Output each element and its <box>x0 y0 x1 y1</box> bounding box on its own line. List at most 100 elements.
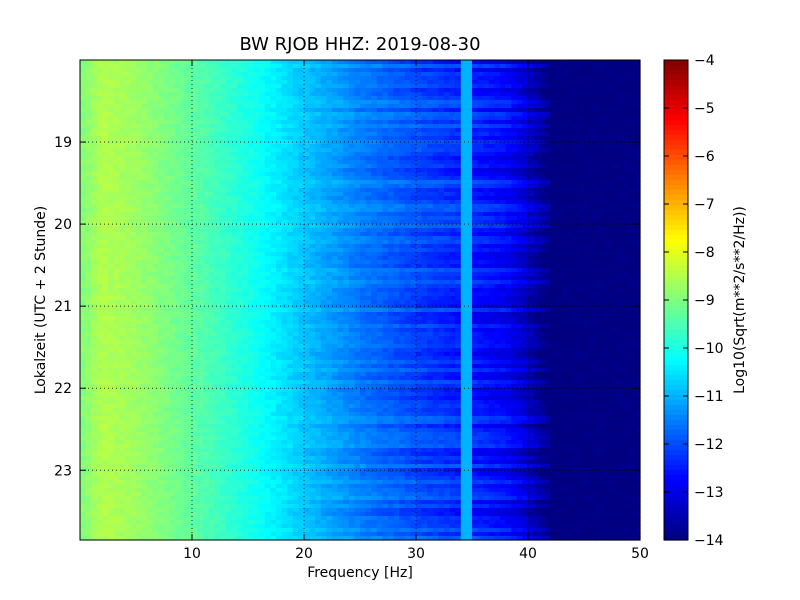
heatmap-cell <box>410 112 417 117</box>
heatmap-cell <box>589 156 596 161</box>
heatmap-cell <box>388 196 395 201</box>
heatmap-cell <box>315 252 322 257</box>
heatmap-cell <box>617 208 624 213</box>
heatmap-cell <box>236 160 243 165</box>
heatmap-cell <box>332 208 339 213</box>
heatmap-cell <box>136 176 143 181</box>
heatmap-cell <box>365 136 372 141</box>
heatmap-cell <box>421 256 428 261</box>
heatmap-cell <box>180 144 187 149</box>
heatmap-cell <box>108 88 115 93</box>
heatmap-cell <box>186 172 193 177</box>
heatmap-cell <box>376 192 383 197</box>
heatmap-cell <box>220 188 227 193</box>
heatmap-cell <box>617 244 624 249</box>
heatmap-cell <box>365 104 372 109</box>
heatmap-cell <box>203 80 210 85</box>
heatmap-cell <box>80 84 87 89</box>
heatmap-cell <box>298 88 305 93</box>
heatmap-cell <box>416 180 423 185</box>
heatmap-cell <box>108 124 115 129</box>
heatmap-cell <box>320 140 327 145</box>
heatmap-cell <box>298 124 305 129</box>
heatmap-cell <box>444 120 451 125</box>
heatmap-cell <box>113 180 120 185</box>
heatmap-cell <box>225 228 232 233</box>
heatmap-cell <box>634 164 641 169</box>
heatmap-cell <box>449 228 456 233</box>
heatmap-cell <box>511 252 518 257</box>
heatmap-cell <box>612 72 619 77</box>
heatmap-cell <box>298 80 305 85</box>
heatmap-cell <box>203 232 210 237</box>
heatmap-cell <box>253 92 260 97</box>
heatmap-cell <box>494 72 501 77</box>
heatmap-cell <box>80 240 87 245</box>
heatmap-cell <box>298 132 305 137</box>
heatmap-cell <box>533 228 540 233</box>
heatmap-cell <box>477 112 484 117</box>
heatmap-cell <box>309 176 316 181</box>
heatmap-cell <box>388 252 395 257</box>
heatmap-cell <box>231 240 238 245</box>
heatmap-cell <box>567 212 574 217</box>
heatmap-cell <box>427 88 434 93</box>
heatmap-cell <box>175 136 182 141</box>
heatmap-cell <box>455 76 462 81</box>
heatmap-cell <box>320 96 327 101</box>
heatmap-cell <box>634 80 641 85</box>
heatmap-cell <box>270 192 277 197</box>
heatmap-cell <box>197 220 204 225</box>
heatmap-cell <box>376 64 383 69</box>
heatmap-cell <box>617 256 624 261</box>
heatmap-cell <box>572 60 579 65</box>
heatmap-cell <box>483 160 490 165</box>
heatmap-cell <box>220 96 227 101</box>
heatmap-cell <box>427 244 434 249</box>
heatmap-cell <box>466 124 473 129</box>
heatmap-cell <box>309 232 316 237</box>
heatmap-cell <box>382 212 389 217</box>
heatmap-cell <box>287 216 294 221</box>
heatmap-cell <box>208 108 215 113</box>
heatmap-cell <box>147 252 154 257</box>
heatmap-cell <box>158 208 165 213</box>
heatmap-cell <box>259 64 266 69</box>
heatmap-cell <box>466 132 473 137</box>
heatmap-cell <box>516 200 523 205</box>
heatmap-cell <box>505 88 512 93</box>
heatmap-cell <box>410 212 417 217</box>
heatmap-cell <box>438 120 445 125</box>
heatmap-cell <box>460 148 467 153</box>
heatmap-cell <box>164 92 171 97</box>
heatmap-cell <box>119 116 126 121</box>
heatmap-cell <box>600 256 607 261</box>
heatmap-cell <box>410 60 417 65</box>
heatmap-cell <box>337 232 344 237</box>
heatmap-cell <box>180 204 187 209</box>
heatmap-cell <box>500 124 507 129</box>
heatmap-cell <box>595 184 602 189</box>
heatmap-cell <box>365 112 372 117</box>
heatmap-cell <box>192 204 199 209</box>
heatmap-cell <box>152 104 159 109</box>
heatmap-cell <box>634 244 641 249</box>
heatmap-cell <box>634 192 641 197</box>
heatmap-cell <box>438 176 445 181</box>
heatmap-cell <box>449 116 456 121</box>
heatmap-cell <box>466 160 473 165</box>
heatmap-cell <box>388 184 395 189</box>
heatmap-cell <box>236 148 243 153</box>
heatmap-cell <box>242 136 249 141</box>
heatmap-cell <box>556 144 563 149</box>
heatmap-cell <box>388 124 395 129</box>
heatmap-cell <box>460 60 467 65</box>
heatmap-cell <box>248 192 255 197</box>
heatmap-cell <box>337 112 344 117</box>
heatmap-cell <box>354 92 361 97</box>
heatmap-cell <box>438 116 445 121</box>
heatmap-cell <box>393 176 400 181</box>
heatmap-cell <box>320 100 327 105</box>
heatmap-cell <box>320 236 327 241</box>
heatmap-cell <box>416 152 423 157</box>
